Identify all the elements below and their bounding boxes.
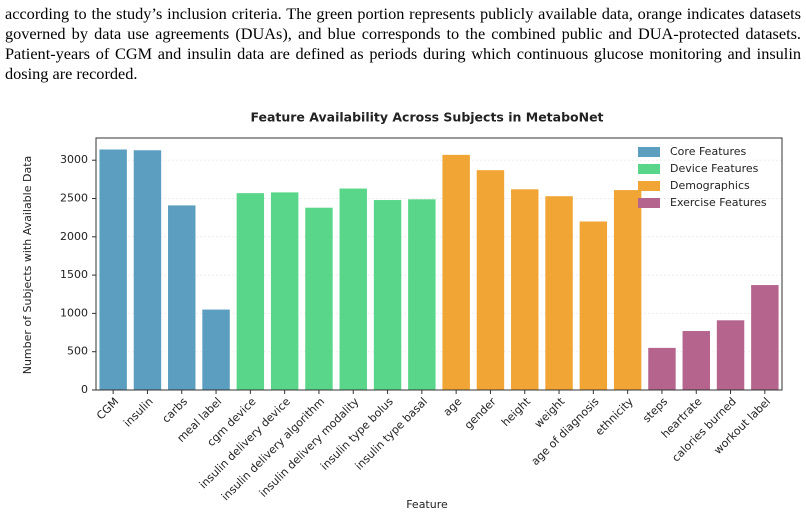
x-tick-label: height (499, 395, 533, 429)
x-tick-label: carbs (160, 395, 191, 426)
legend-label: Demographics (670, 179, 750, 192)
bar (202, 309, 230, 390)
legend-label: Core Features (670, 145, 747, 158)
paragraph: according to the study’s inclusion crite… (5, 4, 801, 83)
bar (373, 200, 402, 390)
bar (648, 347, 676, 390)
x-tick-label: gender (462, 395, 499, 432)
legend-swatch (638, 198, 660, 208)
bar (99, 149, 127, 390)
legend-label: Device Features (670, 162, 759, 175)
bar (511, 189, 539, 390)
y-tick-label: 1000 (60, 306, 88, 319)
bar (682, 331, 710, 390)
x-tick-label: age (441, 395, 465, 419)
bar (270, 192, 299, 390)
y-tick-label: 3000 (60, 153, 88, 166)
x-tick-label: CGM (94, 395, 121, 422)
bar (442, 154, 470, 390)
plot-frame (95, 137, 783, 391)
bar (133, 150, 162, 390)
y-tick-label: 1500 (60, 268, 88, 281)
bar (716, 320, 745, 390)
bar (305, 207, 333, 390)
x-tick-label: insulin (121, 395, 156, 430)
bar (339, 188, 367, 390)
x-tick-label: ethnicity (593, 395, 636, 438)
legend-label: Exercise Features (670, 196, 767, 209)
bar (579, 221, 608, 390)
bar (236, 193, 265, 390)
bar (408, 199, 436, 390)
y-tick-label: 2000 (60, 230, 88, 243)
bar (545, 196, 573, 390)
bar (168, 205, 196, 390)
y-tick-label: 2500 (60, 192, 88, 205)
bar (613, 190, 642, 390)
bar (751, 285, 779, 390)
x-tick-label: steps (640, 395, 670, 425)
x-axis-label: Feature (406, 498, 448, 511)
legend-swatch (638, 181, 660, 191)
chart-title: Feature Availability Across Subjects in … (250, 110, 603, 125)
y-tick-label: 0 (81, 383, 88, 396)
legend-swatch (638, 147, 660, 157)
bar (476, 170, 505, 390)
y-tick-label: 500 (67, 345, 88, 358)
legend-swatch (638, 164, 660, 174)
y-axis-label: Number of Subjects with Available Data (21, 156, 34, 375)
